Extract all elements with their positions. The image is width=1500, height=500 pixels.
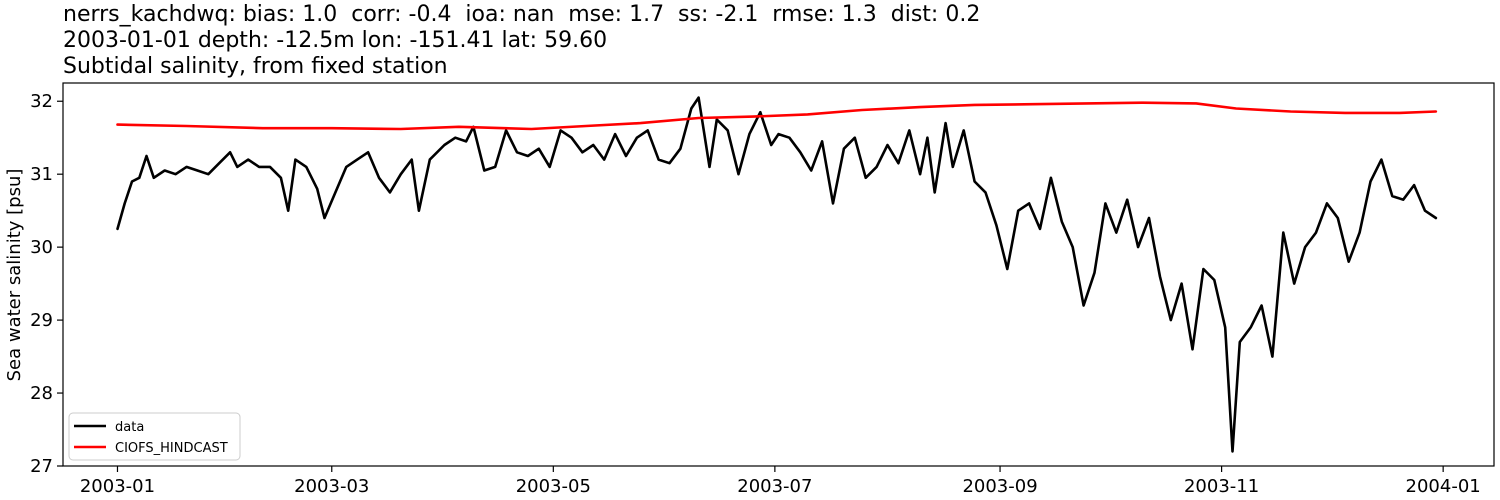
y-tick-label-1: 28 (30, 383, 53, 404)
x-tick-label-3: 2003-07 (737, 476, 812, 497)
y-tick-label-0: 27 (30, 456, 53, 477)
x-tick-label-4: 2003-09 (962, 476, 1037, 497)
chart-subtitle-location: 2003-01-01 depth: -12.5m lon: -151.41 la… (63, 28, 608, 53)
legend: data CIOFS_HINDCAST (68, 412, 241, 461)
x-axis: 2003-01 2003-03 2003-05 2003-07 2003-09 2003-… (80, 466, 1481, 497)
legend-label-1: CIOFS_HINDCAST (115, 441, 228, 456)
series-line-1 (116, 101, 1438, 131)
y-axis: 27 28 29 30 31 32 (30, 91, 63, 477)
y-tick-label-3: 30 (30, 237, 53, 258)
x-tick-label-2: 2003-05 (516, 476, 591, 497)
y-axis-label: Sea water salinity [psu] (4, 169, 25, 382)
series-line-0 (116, 96, 1438, 453)
chart-subtitle-description: Subtidal salinity, from fixed station (63, 54, 448, 79)
plot-frame (62, 82, 1495, 467)
chart-title: nerrs_kachdwq: bias: 1.0 corr: -0.4 ioa:… (63, 2, 981, 27)
y-tick-label-2: 29 (30, 310, 53, 331)
y-tick-label-5: 32 (30, 91, 53, 112)
x-tick-label-1: 2003-03 (294, 476, 369, 497)
x-tick-label-0: 2003-01 (80, 476, 155, 497)
series-layer (116, 96, 1438, 453)
x-tick-label-6: 2004-01 (1406, 476, 1481, 497)
legend-box (68, 412, 241, 461)
x-tick-label-5: 2003-11 (1184, 476, 1259, 497)
legend-label-0: data (115, 420, 144, 435)
y-tick-label-4: 31 (30, 164, 53, 185)
